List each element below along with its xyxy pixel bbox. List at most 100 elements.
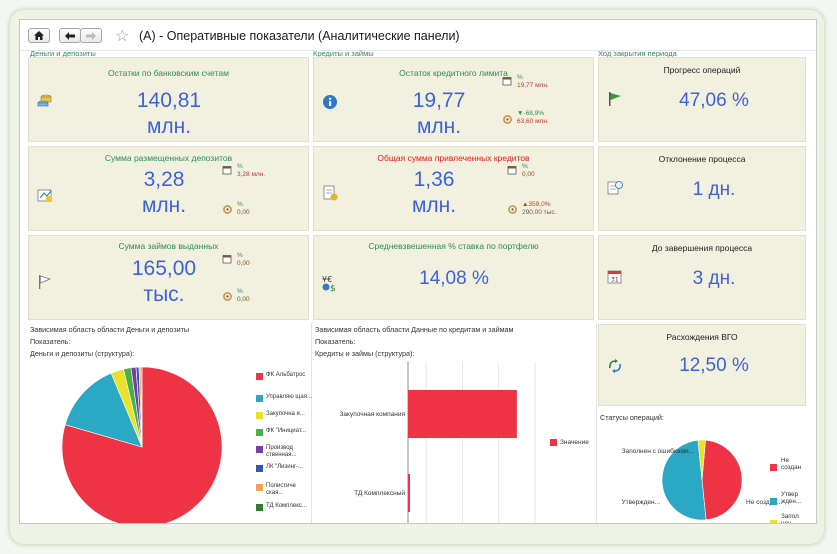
app-window: ☆ (А) - Оперативные показатели (Аналитич…	[19, 19, 817, 524]
panel-title: Зависимая область области Деньги и депоз…	[30, 325, 190, 334]
legend-swatch	[550, 439, 557, 446]
credit-limit-bottom: ▼-68,9% 63,60 млн.	[517, 110, 549, 125]
pie-label: Заполнен с ошибками...	[622, 447, 694, 455]
star-icon[interactable]: ☆	[115, 28, 130, 45]
tile-deposits[interactable]: Сумма размещенных депозитов 3,28 млн. % …	[28, 146, 309, 231]
legend-item: Закупочна я...	[256, 411, 314, 419]
tile-value: 3 дн.	[692, 268, 736, 289]
panel-title: Статусы операций:	[600, 413, 664, 422]
tile-title: Средневзвешенная % ставка по портфелю	[368, 241, 539, 251]
tile-title: Остатки по банковским счетам	[108, 68, 229, 78]
pie-label: Не создан...	[746, 499, 782, 506]
target-icon	[508, 205, 517, 214]
forward-button[interactable]	[80, 28, 102, 43]
pie-slice[interactable]	[701, 439, 743, 521]
tile-progress[interactable]: Прогресс операций 47,06 %	[598, 57, 806, 142]
tile-value: 165,00	[131, 257, 197, 280]
bar[interactable]	[408, 474, 410, 512]
tile-unit: млн.	[146, 115, 192, 138]
loans-top: % 0,00	[237, 252, 250, 267]
tile-title: Прогресс операций	[663, 65, 741, 75]
legend-swatch	[770, 464, 777, 471]
target-icon	[223, 292, 232, 301]
clock-doc-icon	[607, 181, 623, 195]
tile-vgo[interactable]: Расхождения ВГО 12,50 %	[598, 324, 806, 406]
target-icon	[503, 115, 512, 124]
legend-label: ФК Альбатрос	[266, 372, 306, 378]
money-pie-chart[interactable]	[50, 353, 250, 523]
panel-structure: Кредиты и займы (структура):	[315, 349, 415, 358]
tile-value: 140,81	[136, 89, 202, 112]
legend-label: Полистиче ская...	[266, 483, 296, 496]
svg-text:¥€: ¥€	[322, 275, 332, 284]
panel-divider	[596, 323, 597, 523]
pie-slice[interactable]	[697, 439, 706, 481]
tile-attracted-credits[interactable]: Общая сумма привлеченных кредитов 1,36 м…	[313, 146, 594, 231]
arrow-left-icon	[65, 31, 75, 40]
tile-value: 1,36	[413, 168, 455, 191]
deposits-top: % 3,28 млн.	[237, 163, 266, 178]
legend-swatch	[256, 465, 263, 472]
pie-slice[interactable]	[140, 366, 143, 448]
document-icon	[323, 185, 338, 201]
tile-avg-rate[interactable]: Средневзвешенная % ставка по портфелю ¥€…	[313, 235, 594, 320]
group-money-header: Деньги и депозиты	[30, 49, 96, 58]
category-label: ТД Комплексный	[354, 489, 405, 497]
status-pie-chart[interactable]: Заполнен с ошибками... Утвержден... Не соз…	[598, 420, 816, 523]
tile-value: 47,06 %	[679, 90, 749, 111]
tile-loans[interactable]: Сумма займов выданных 165,00 тыс. % 0,00…	[28, 235, 309, 320]
bar[interactable]	[408, 390, 517, 438]
legend-label: Управляю щая...	[266, 394, 312, 400]
panel-structure: Деньги и депозиты (структура):	[30, 349, 135, 358]
credit-limit-top: % 19,77 млн.	[517, 74, 549, 89]
panel-indicator: Показатель:	[30, 337, 71, 346]
legend-item: ТД Комплекс...	[256, 503, 314, 511]
legend-item: Полистиче ская...	[256, 483, 314, 496]
legend-swatch	[256, 412, 263, 419]
tile-until-end[interactable]: До завершения процесса 31 3 дн.	[598, 235, 806, 320]
legend-label: Не создан	[781, 457, 802, 471]
panel-indicator: Показатель:	[315, 337, 356, 346]
back-button[interactable]	[59, 28, 81, 43]
target-icon	[223, 205, 232, 214]
tile-unit: млн.	[411, 194, 457, 217]
home-icon	[34, 31, 44, 40]
legend-item: Управляю щая...	[256, 394, 314, 402]
home-button[interactable]	[28, 28, 50, 43]
credits-legend-label: Значение	[560, 439, 589, 446]
coins-icon	[37, 94, 52, 107]
loans-bottom: % 0,00	[237, 288, 250, 303]
legend-swatch	[770, 498, 777, 505]
legend-item: ФК Альбатрос	[256, 372, 314, 380]
credits-bar-chart[interactable]: 020000060000010000001400000Закупочная ко…	[312, 358, 592, 523]
legend-item: Производ ственная...	[256, 445, 314, 458]
tile-title: Остаток кредитного лимита	[399, 68, 508, 78]
pie-slice[interactable]	[64, 372, 143, 448]
calendar-small-icon	[502, 77, 512, 86]
panel-title: Зависимая область области Данные по кред…	[315, 325, 514, 334]
calendar-icon: 31	[607, 270, 622, 284]
legend-swatch	[256, 504, 263, 511]
panel-divider	[311, 323, 312, 523]
tile-unit: тыс.	[143, 283, 185, 306]
legend-label: Утвер жден...	[781, 491, 801, 505]
legend-label: Производ ственная...	[266, 445, 297, 458]
tile-credit-limit[interactable]: Остаток кредитного лимита 19,77 млн. % 1…	[313, 57, 594, 142]
legend-swatch	[256, 446, 263, 453]
tile-value: 14,08 %	[419, 268, 489, 289]
legend-label: ЛК "Лизинг-...	[266, 464, 304, 470]
tile-value: 1 дн.	[692, 179, 736, 200]
legend-item: ЛК "Лизинг-...	[256, 464, 314, 472]
calendar-small-icon	[507, 166, 517, 175]
tile-value: 12,50 %	[679, 355, 749, 376]
tile-bank-accounts[interactable]: Остатки по банковским счетам 140,81 млн.	[28, 57, 309, 142]
pie-slice[interactable]	[661, 439, 707, 521]
sync-icon	[609, 359, 621, 373]
tile-unit: млн.	[141, 194, 187, 217]
legend-label: Закупочна я...	[266, 411, 305, 417]
title-bar: ☆ (А) - Оперативные показатели (Аналитич…	[20, 20, 816, 51]
legend-swatch	[256, 373, 263, 380]
tile-title: Общая сумма привлеченных кредитов	[377, 153, 530, 163]
tile-deviation[interactable]: Отклонение процесса 1 дн.	[598, 146, 806, 231]
